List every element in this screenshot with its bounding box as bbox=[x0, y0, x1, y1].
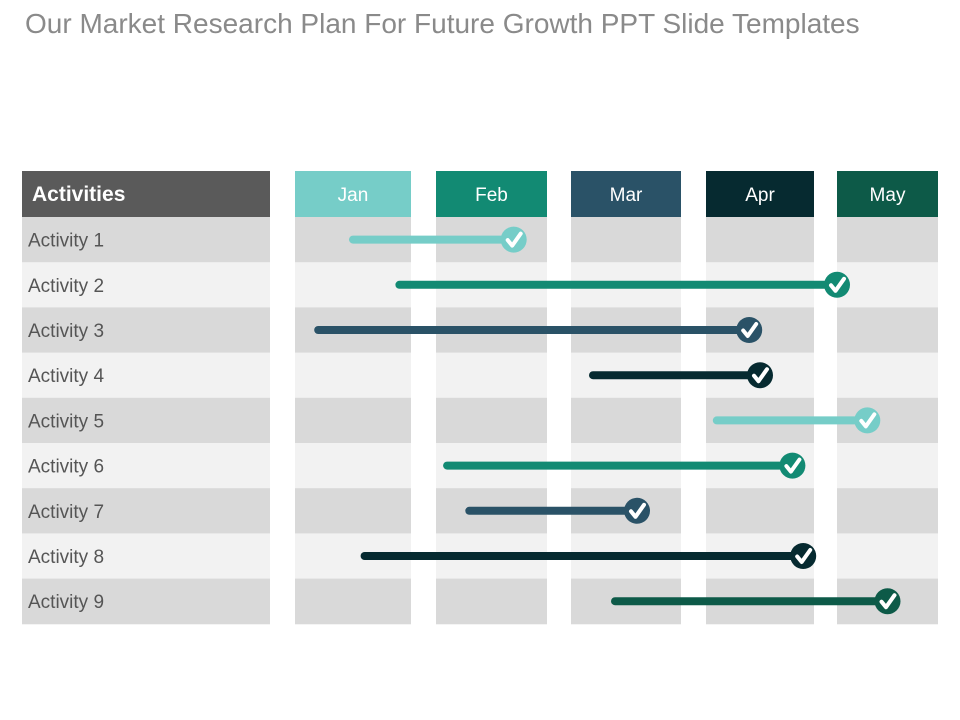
timeline-cell bbox=[706, 217, 814, 263]
activity-label: Activity 6 bbox=[28, 457, 104, 478]
activity-row-label-cell bbox=[22, 488, 270, 534]
timeline-cell bbox=[295, 262, 411, 308]
checkmark-circle bbox=[747, 362, 773, 389]
checkmark-tick bbox=[829, 276, 846, 293]
activity-label: Activity 7 bbox=[28, 502, 104, 523]
activity-row-label-cell bbox=[22, 443, 270, 489]
activity-label: Activity 5 bbox=[28, 411, 104, 432]
timeline-cell bbox=[837, 217, 938, 263]
timeline-cell bbox=[837, 488, 938, 534]
activity-row-label-cell bbox=[22, 262, 270, 308]
checkmark-icon bbox=[779, 452, 806, 479]
activity-row-label-cell bbox=[22, 307, 270, 354]
activity-row-label-cell bbox=[22, 533, 270, 580]
month-header-jan bbox=[295, 171, 411, 217]
checkmark-tick bbox=[879, 593, 897, 610]
activity-label: Activity 8 bbox=[28, 547, 104, 568]
month-header-label: Feb bbox=[475, 185, 508, 206]
month-header-label: May bbox=[870, 185, 906, 206]
timeline-cell bbox=[837, 352, 938, 399]
checkmark-icon bbox=[747, 362, 773, 389]
checkmark-circle bbox=[874, 588, 901, 615]
activity-label: Activity 3 bbox=[28, 321, 104, 342]
month-header-feb bbox=[436, 171, 547, 217]
activity-label: Activity 1 bbox=[28, 231, 104, 252]
checkmark-circle bbox=[790, 543, 817, 569]
checkmark-circle bbox=[500, 226, 527, 253]
checkmark-tick bbox=[859, 412, 877, 429]
month-header-label: Apr bbox=[745, 185, 775, 206]
activity-row-label-cell bbox=[22, 217, 270, 263]
activity-label: Activity 4 bbox=[28, 366, 104, 387]
timeline-cell bbox=[706, 488, 814, 534]
checkmark-circle bbox=[854, 407, 881, 434]
timeline-cell bbox=[436, 397, 547, 444]
month-header-label: Mar bbox=[610, 185, 643, 206]
month-header-may bbox=[837, 171, 938, 217]
checkmark-circle bbox=[736, 317, 763, 343]
checkmark-icon bbox=[736, 317, 763, 343]
checkmark-icon bbox=[500, 226, 527, 253]
activity-label: Activity 2 bbox=[28, 276, 104, 297]
activity-row-label-cell bbox=[22, 352, 270, 399]
activities-header-label: Activities bbox=[32, 183, 125, 206]
month-header-apr bbox=[706, 171, 814, 217]
checkmark-tick bbox=[752, 367, 769, 384]
checkmark-tick bbox=[795, 548, 813, 564]
timeline-cell bbox=[837, 307, 938, 354]
timeline-cell bbox=[436, 352, 547, 399]
slide-title: Our Market Research Plan For Future Grow… bbox=[25, 8, 860, 39]
month-header-mar bbox=[571, 171, 681, 217]
month-header-label: Jan bbox=[338, 185, 369, 206]
activity-label: Activity 9 bbox=[28, 592, 104, 613]
checkmark-icon bbox=[790, 543, 817, 569]
checkmark-tick bbox=[629, 502, 646, 519]
checkmark-icon bbox=[874, 588, 901, 615]
timeline-cell bbox=[295, 443, 411, 489]
checkmark-icon bbox=[854, 407, 881, 434]
timeline-cell bbox=[436, 578, 547, 625]
timeline-cell bbox=[571, 217, 681, 263]
activity-row-label-cell bbox=[22, 397, 270, 444]
activity-row-label-cell bbox=[22, 578, 270, 625]
checkmark-circle bbox=[824, 271, 850, 298]
timeline-cell bbox=[295, 352, 411, 399]
checkmark-tick bbox=[784, 457, 802, 474]
timeline-cell bbox=[295, 397, 411, 444]
checkmark-circle bbox=[624, 497, 650, 524]
checkmark-icon bbox=[624, 497, 650, 524]
timeline-cell bbox=[571, 397, 681, 444]
checkmark-circle bbox=[779, 452, 806, 479]
timeline-cell bbox=[837, 262, 938, 308]
checkmark-tick bbox=[505, 231, 523, 248]
timeline-cell bbox=[295, 488, 411, 534]
activities-header bbox=[22, 171, 270, 217]
checkmark-tick bbox=[741, 322, 759, 338]
checkmark-icon bbox=[824, 271, 850, 298]
timeline-cell bbox=[837, 533, 938, 580]
timeline-cell bbox=[837, 443, 938, 489]
timeline-cell bbox=[295, 578, 411, 625]
